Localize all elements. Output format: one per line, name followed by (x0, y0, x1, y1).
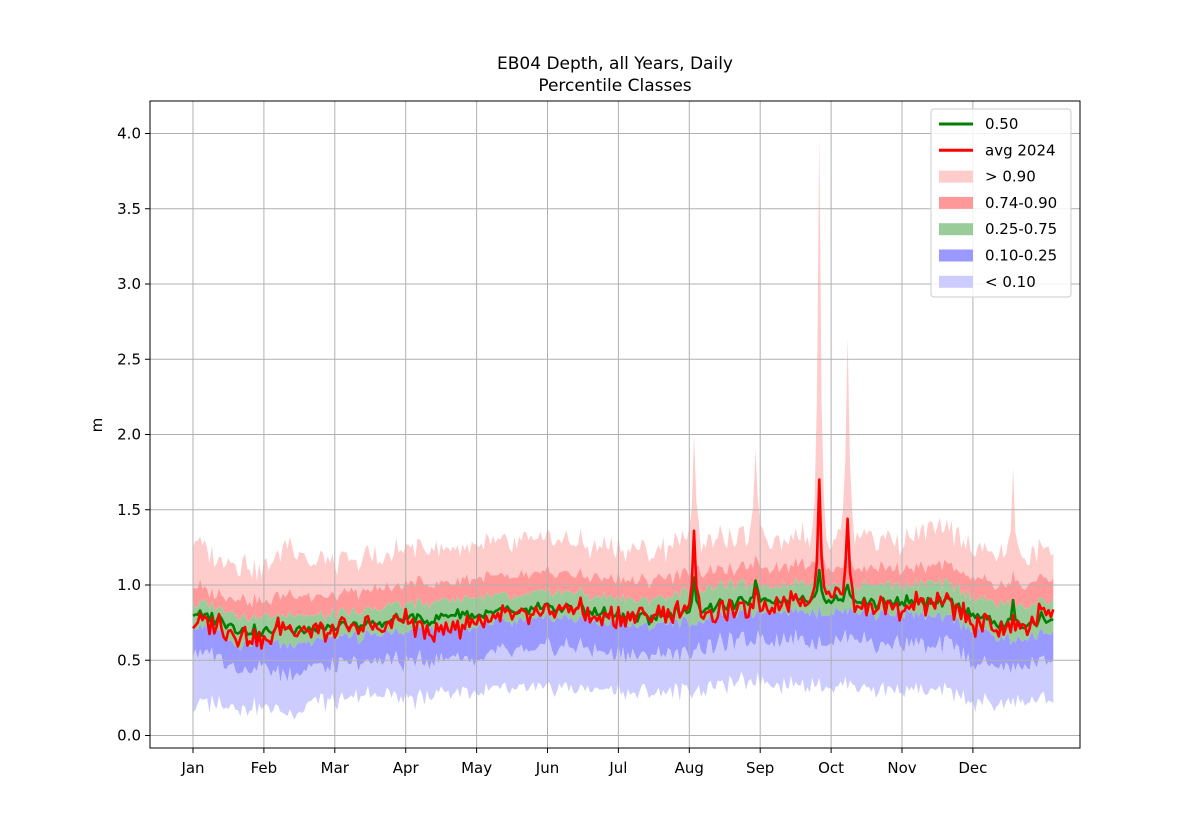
x-tick-label: Nov (887, 759, 916, 777)
legend-label: 0.10-0.25 (985, 247, 1057, 265)
y-tick-label: 1.0 (117, 576, 141, 594)
y-tick-label: 2.0 (117, 426, 141, 444)
y-tick-label: 3.0 (117, 275, 141, 293)
legend-label: < 0.10 (985, 273, 1036, 291)
x-tick-label: Oct (818, 759, 844, 777)
x-tick-label: Jun (535, 759, 559, 777)
series-lines (191, 478, 1055, 650)
x-tick-label: Jul (608, 759, 627, 777)
grid-lines (150, 101, 1080, 748)
band-010-025 (193, 605, 1054, 683)
y-tick-label: 4.0 (117, 125, 141, 143)
legend-label: > 0.90 (985, 168, 1036, 186)
legend-patch-swatch (939, 223, 973, 236)
chart-subtitle: Percentile Classes (538, 76, 691, 96)
legend-label: 0.74-0.90 (985, 194, 1057, 212)
legend: 0.50 avg 2024 > 0.90 0.74-0.90 0.25-0.75 0.10… (930, 108, 1072, 298)
x-tick-label: Jan (180, 759, 204, 777)
x-tick-label: Mar (321, 759, 350, 777)
legend-label: avg 2024 (985, 141, 1056, 159)
legend-patch-swatch (939, 170, 973, 183)
y-tick-label: 0.0 (117, 727, 141, 745)
legend-label: 0.50 (985, 115, 1018, 133)
x-axis: Jan Feb Mar Apr May Jun Jul Aug Sep Oct Nov Dec (180, 748, 987, 777)
x-tick-label: Apr (393, 759, 420, 777)
median-line (192, 568, 1054, 638)
y-tick-label: 0.5 (117, 651, 141, 669)
y-tick-label: 3.5 (117, 200, 141, 218)
band-lt-010 (193, 628, 1054, 720)
legend-label: 0.25-0.75 (985, 220, 1057, 238)
x-tick-label: Sep (746, 759, 774, 777)
legend-patch-swatch (939, 275, 973, 288)
y-tick-label: 2.5 (117, 350, 141, 368)
x-tick-label: May (461, 759, 492, 777)
y-axis: 0.0 0.5 1.0 1.5 2.0 2.5 3.0 3.5 4.0 (117, 125, 150, 745)
band-gt-090 (193, 133, 1054, 608)
legend-patch-swatch (939, 196, 973, 209)
avg-2024-line (191, 478, 1055, 650)
legend-patch-swatch (939, 249, 973, 262)
plot-frame (149, 100, 1081, 749)
y-axis-label: m (88, 418, 106, 433)
band-074-090 (193, 509, 1054, 622)
chart-title: EB04 Depth, all Years, Daily (497, 54, 733, 74)
x-tick-label: Dec (958, 759, 987, 777)
x-tick-label: Aug (675, 759, 704, 777)
y-tick-label: 1.5 (117, 501, 141, 519)
x-tick-label: Feb (251, 759, 278, 777)
